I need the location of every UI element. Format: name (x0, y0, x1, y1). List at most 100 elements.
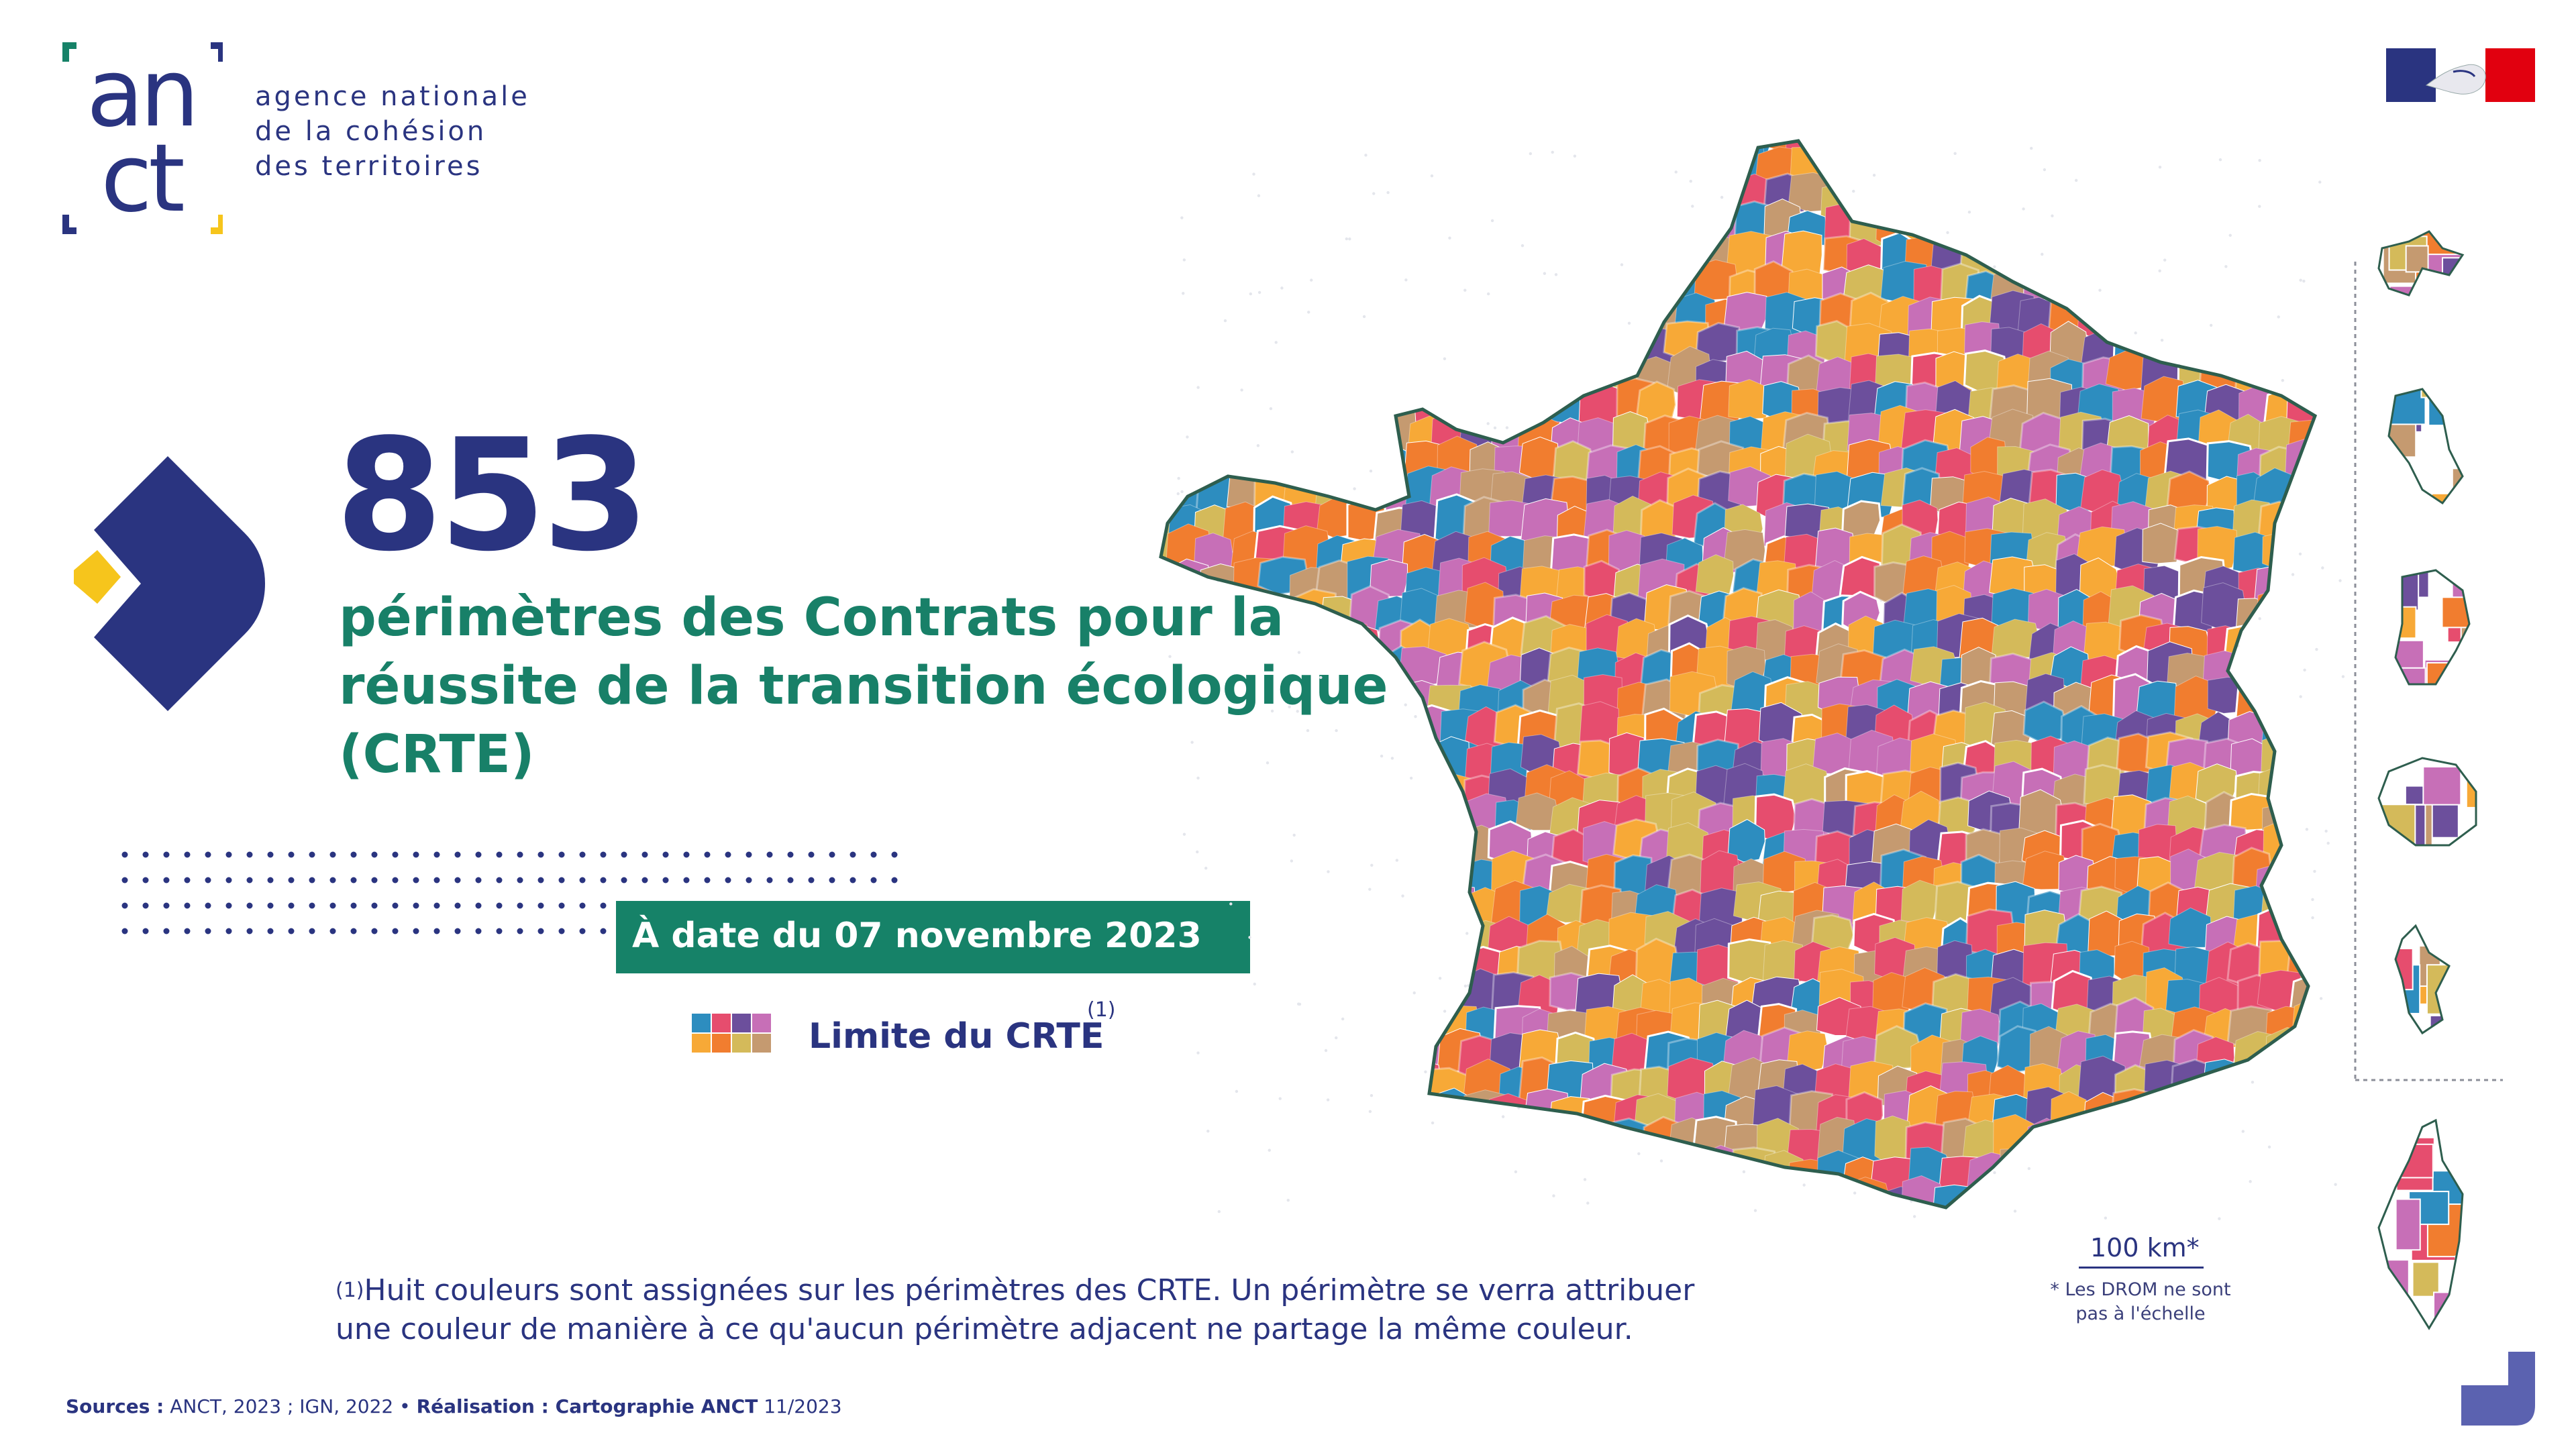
crte-perimeter (1222, 416, 1266, 457)
crte-perimeter (1877, 1212, 1920, 1258)
halo-dot (1290, 859, 1294, 863)
crte-perimeter (1407, 941, 1454, 987)
crte-perimeter (1278, 616, 1328, 661)
halo-dot (1912, 1215, 1916, 1218)
crte-perimeter (1309, 880, 1359, 928)
crte-perimeter (1161, 412, 1173, 456)
halo-dot (1448, 236, 1451, 240)
crte-perimeter (1608, 1184, 1647, 1208)
halo-dot (2258, 616, 2261, 621)
halo-dot (1386, 191, 1390, 195)
drom-perimeter (2452, 394, 2463, 437)
crte-perimeter (1161, 561, 1186, 608)
drom-perimeter (2382, 861, 2407, 914)
crte-perimeter (1252, 765, 1300, 809)
decorative-dot (121, 902, 128, 909)
crte-perimeter (2196, 267, 2240, 319)
decorative-dot (475, 928, 482, 934)
decorative-dot (683, 877, 690, 883)
halo-dot (2163, 258, 2167, 262)
crte-perimeter (1316, 948, 1359, 996)
crte-perimeter (1402, 326, 1452, 369)
crte-perimeter (1280, 1239, 1327, 1261)
crte-perimeter (1252, 235, 1304, 283)
crte-perimeter (1491, 294, 1536, 337)
legend-swatch-cell (732, 1034, 751, 1053)
crte-perimeter (1281, 153, 1324, 195)
crte-perimeter (1612, 267, 1657, 309)
crte-perimeter (1527, 204, 1564, 249)
decorative-dot (121, 877, 128, 883)
halo-dot (1257, 194, 1261, 197)
decorative-dot (849, 877, 856, 883)
drom-perimeter (2395, 948, 2414, 991)
decorative-dot (184, 902, 191, 909)
crte-perimeter (1227, 881, 1266, 924)
crte-perimeter (1640, 179, 1681, 227)
crte-perimeter (2297, 264, 2315, 306)
crte-perimeter (2176, 170, 2225, 213)
decorative-dot (205, 902, 211, 909)
crte-perimeter (1582, 1127, 1626, 1170)
crte-perimeter (1202, 233, 1247, 272)
drom-perimeter (2436, 1028, 2449, 1033)
crte-perimeter (1251, 1007, 1296, 1054)
crte-perimeter (1349, 1087, 1389, 1132)
crte-perimeter (1161, 768, 1180, 810)
crte-perimeter (1161, 445, 1191, 488)
halo-dot (1196, 850, 1199, 854)
crte-perimeter (1313, 767, 1362, 815)
crte-perimeter (1518, 178, 1566, 229)
crte-perimeter (2174, 272, 2214, 310)
crte-perimeter (1380, 294, 1419, 338)
crte-perimeter (1223, 263, 1264, 305)
halo-dot (1353, 487, 1356, 490)
halo-dot (1249, 292, 1253, 296)
crte-perimeter (1169, 1095, 1210, 1136)
halo-dot (1424, 1070, 1427, 1073)
drom-perimeter (2396, 522, 2428, 565)
halo-dot (2338, 579, 2342, 582)
decorative-dot (392, 877, 399, 883)
crte-perimeter (1228, 854, 1270, 901)
crte-perimeter (2141, 1159, 2189, 1195)
decorative-dot (309, 851, 315, 858)
decorative-dot (329, 902, 336, 909)
halo-dot (2299, 695, 2302, 698)
crte-perimeter (2283, 508, 2315, 551)
crte-perimeter (1400, 922, 1440, 964)
crte-perimeter (1161, 1185, 1176, 1208)
crte-perimeter (1614, 1244, 1652, 1261)
decorative-dot (704, 877, 711, 883)
crte-perimeter (1403, 297, 1453, 337)
halo-dot (1186, 435, 1189, 439)
decorative-dot (413, 902, 419, 909)
crte-perimeter (1192, 674, 1233, 721)
crte-perimeter (1759, 1216, 1802, 1259)
crte-perimeter (1161, 558, 1210, 603)
legend-swatch-cell (692, 1014, 711, 1032)
drom-perimeter (2456, 967, 2500, 1002)
crte-perimeter (1161, 298, 1188, 343)
crte-perimeter (1370, 141, 1416, 162)
crte-perimeter (1875, 144, 1920, 195)
decorative-dot (558, 877, 565, 883)
halo-dot (1689, 179, 1692, 183)
halo-dot (2158, 165, 2162, 169)
republique-francaise-flag-icon (2386, 48, 2535, 102)
decorative-dot (329, 877, 336, 883)
halo-dot (1659, 1159, 1663, 1163)
crte-perimeter (1162, 440, 1213, 490)
halo-dot (1486, 422, 1490, 425)
crte-perimeter (1312, 141, 1354, 168)
crte-perimeter (1161, 678, 1180, 720)
crte-perimeter (1491, 148, 1531, 193)
crte-perimeter (1339, 1030, 1383, 1076)
crte-perimeter (2112, 206, 2154, 247)
crte-perimeter (1990, 1243, 2037, 1261)
crte-perimeter (2263, 1152, 2314, 1195)
crte-perimeter (1611, 202, 1655, 251)
crte-perimeter (1436, 944, 1476, 997)
crte-perimeter (1282, 407, 1327, 445)
halo-dot (2228, 233, 2232, 237)
